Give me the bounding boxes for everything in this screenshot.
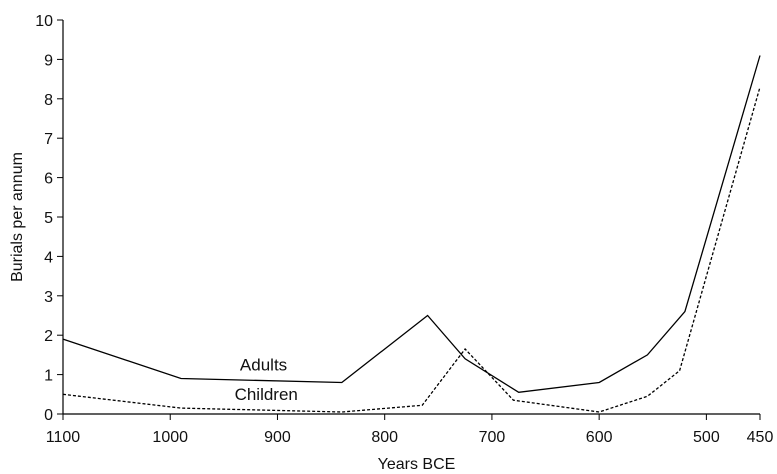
x-tick-label: 1000 <box>152 429 188 446</box>
annotation-layer: Adults Children <box>235 356 298 405</box>
x-tick-label: 900 <box>264 429 291 446</box>
x-tick-label: 600 <box>586 429 613 446</box>
x-tick-label: 1100 <box>46 429 81 446</box>
y-tick-label: 1 <box>44 368 53 385</box>
series-layer <box>62 55 761 413</box>
y-axis-title: Burials per annum <box>9 152 26 282</box>
x-tick-label: 700 <box>479 429 506 446</box>
y-axis-ticks: 0 1 2 3 4 5 6 7 8 9 10 <box>35 13 63 424</box>
series-line-children <box>62 86 761 413</box>
x-axis-ticks: 1100 1000 900 800 700 600 500 450 <box>46 414 774 446</box>
y-tick-label: 7 <box>44 131 53 148</box>
y-tick-label: 4 <box>44 249 53 266</box>
series-label-adults: Adults <box>240 356 287 375</box>
y-tick-label: 0 <box>44 407 53 424</box>
series-label-children: Children <box>235 385 298 404</box>
x-tick-label: 450 <box>747 429 774 446</box>
series-line-adults <box>62 55 761 393</box>
y-tick-label: 3 <box>44 289 53 306</box>
y-tick-label: 9 <box>44 52 53 69</box>
axes <box>62 20 760 415</box>
y-tick-label: 5 <box>44 210 53 227</box>
y-tick-label: 2 <box>44 328 53 345</box>
y-tick-label: 8 <box>44 92 53 109</box>
x-tick-label: 500 <box>693 429 720 446</box>
x-tick-label: 800 <box>371 429 398 446</box>
y-tick-label: 6 <box>44 171 53 188</box>
x-axis-title: Years BCE <box>378 456 456 473</box>
y-tick-label: 10 <box>35 13 53 30</box>
